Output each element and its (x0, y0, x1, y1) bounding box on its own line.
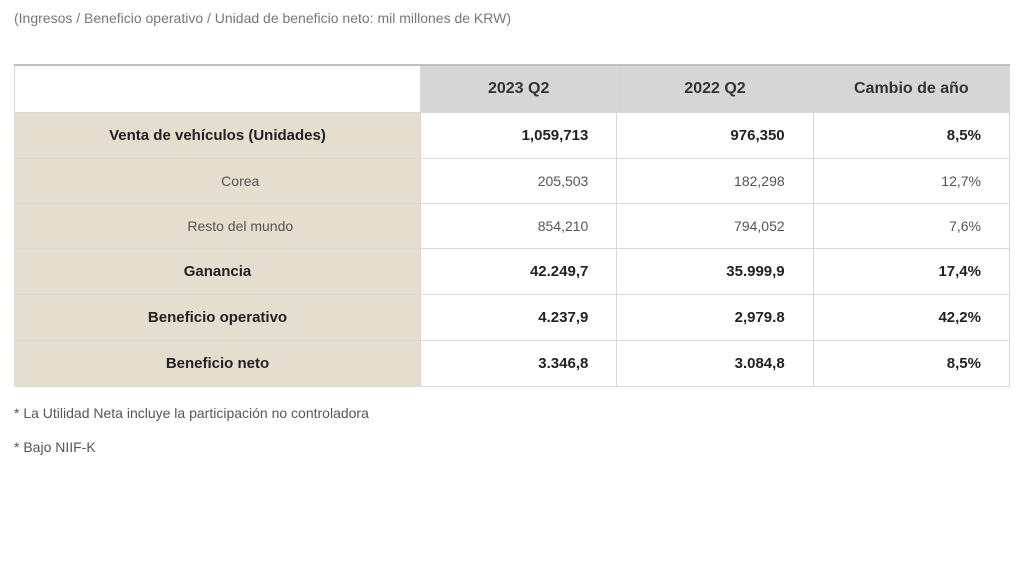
header-q2-2023: 2023 Q2 (421, 65, 617, 113)
row-label-net-profit: Beneficio neto (15, 341, 421, 387)
footnote-1: * La Utilidad Neta incluye la participac… (14, 405, 1010, 421)
cell-value: 854,210 (421, 204, 617, 249)
cell-value: 7,6% (813, 204, 1009, 249)
cell-value: 3.346,8 (421, 341, 617, 387)
table-row: Beneficio operativo 4.237,9 2,979.8 42,2… (15, 295, 1010, 341)
row-label-revenue: Ganancia (15, 249, 421, 295)
cell-value: 8,5% (813, 341, 1009, 387)
header-yoy: Cambio de año (813, 65, 1009, 113)
cell-value: 2,979.8 (617, 295, 813, 341)
cell-value: 12,7% (813, 159, 1009, 204)
table-row: Ganancia 42.249,7 35.999,9 17,4% (15, 249, 1010, 295)
footnote-2: * Bajo NIIF-K (14, 439, 1010, 455)
cell-value: 976,350 (617, 113, 813, 159)
cell-value: 8,5% (813, 113, 1009, 159)
cell-value: 1,059,713 (421, 113, 617, 159)
cell-value: 42,2% (813, 295, 1009, 341)
table-subtitle: (Ingresos / Beneficio operativo / Unidad… (14, 10, 1010, 26)
financial-table: 2023 Q2 2022 Q2 Cambio de año Venta de v… (14, 64, 1010, 387)
cell-value: 182,298 (617, 159, 813, 204)
header-q2-2022: 2022 Q2 (617, 65, 813, 113)
row-label-rest: Resto del mundo (61, 204, 421, 249)
table-row: Corea 205,503 182,298 12,7% (15, 159, 1010, 204)
indent-cell (15, 159, 61, 204)
cell-value: 42.249,7 (421, 249, 617, 295)
table-row: Venta de vehículos (Unidades) 1,059,713 … (15, 113, 1010, 159)
header-blank (15, 65, 421, 113)
cell-value: 35.999,9 (617, 249, 813, 295)
row-label-sales: Venta de vehículos (Unidades) (15, 113, 421, 159)
cell-value: 4.237,9 (421, 295, 617, 341)
row-label-op-profit: Beneficio operativo (15, 295, 421, 341)
cell-value: 17,4% (813, 249, 1009, 295)
table-header-row: 2023 Q2 2022 Q2 Cambio de año (15, 65, 1010, 113)
cell-value: 794,052 (617, 204, 813, 249)
cell-value: 205,503 (421, 159, 617, 204)
table-row: Resto del mundo 854,210 794,052 7,6% (15, 204, 1010, 249)
cell-value: 3.084,8 (617, 341, 813, 387)
indent-cell (15, 204, 61, 249)
row-label-korea: Corea (61, 159, 421, 204)
table-row: Beneficio neto 3.346,8 3.084,8 8,5% (15, 341, 1010, 387)
